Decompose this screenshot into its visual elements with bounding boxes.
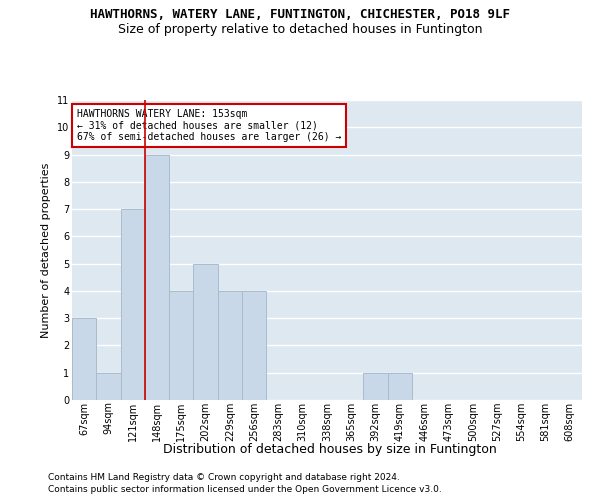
Bar	[121, 209, 145, 400]
Bar	[364, 372, 388, 400]
Bar	[388, 372, 412, 400]
Text: Size of property relative to detached houses in Funtington: Size of property relative to detached ho…	[118, 22, 482, 36]
Bar	[145, 154, 169, 400]
Bar	[193, 264, 218, 400]
Bar	[218, 291, 242, 400]
Bar	[96, 372, 121, 400]
Text: Distribution of detached houses by size in Funtington: Distribution of detached houses by size …	[163, 442, 497, 456]
Bar	[72, 318, 96, 400]
Text: Contains HM Land Registry data © Crown copyright and database right 2024.: Contains HM Land Registry data © Crown c…	[48, 472, 400, 482]
Bar	[242, 291, 266, 400]
Text: HAWTHORNS, WATERY LANE, FUNTINGTON, CHICHESTER, PO18 9LF: HAWTHORNS, WATERY LANE, FUNTINGTON, CHIC…	[90, 8, 510, 20]
Text: HAWTHORNS WATERY LANE: 153sqm
← 31% of detached houses are smaller (12)
67% of s: HAWTHORNS WATERY LANE: 153sqm ← 31% of d…	[77, 109, 341, 142]
Y-axis label: Number of detached properties: Number of detached properties	[41, 162, 52, 338]
Bar	[169, 291, 193, 400]
Text: Contains public sector information licensed under the Open Government Licence v3: Contains public sector information licen…	[48, 485, 442, 494]
